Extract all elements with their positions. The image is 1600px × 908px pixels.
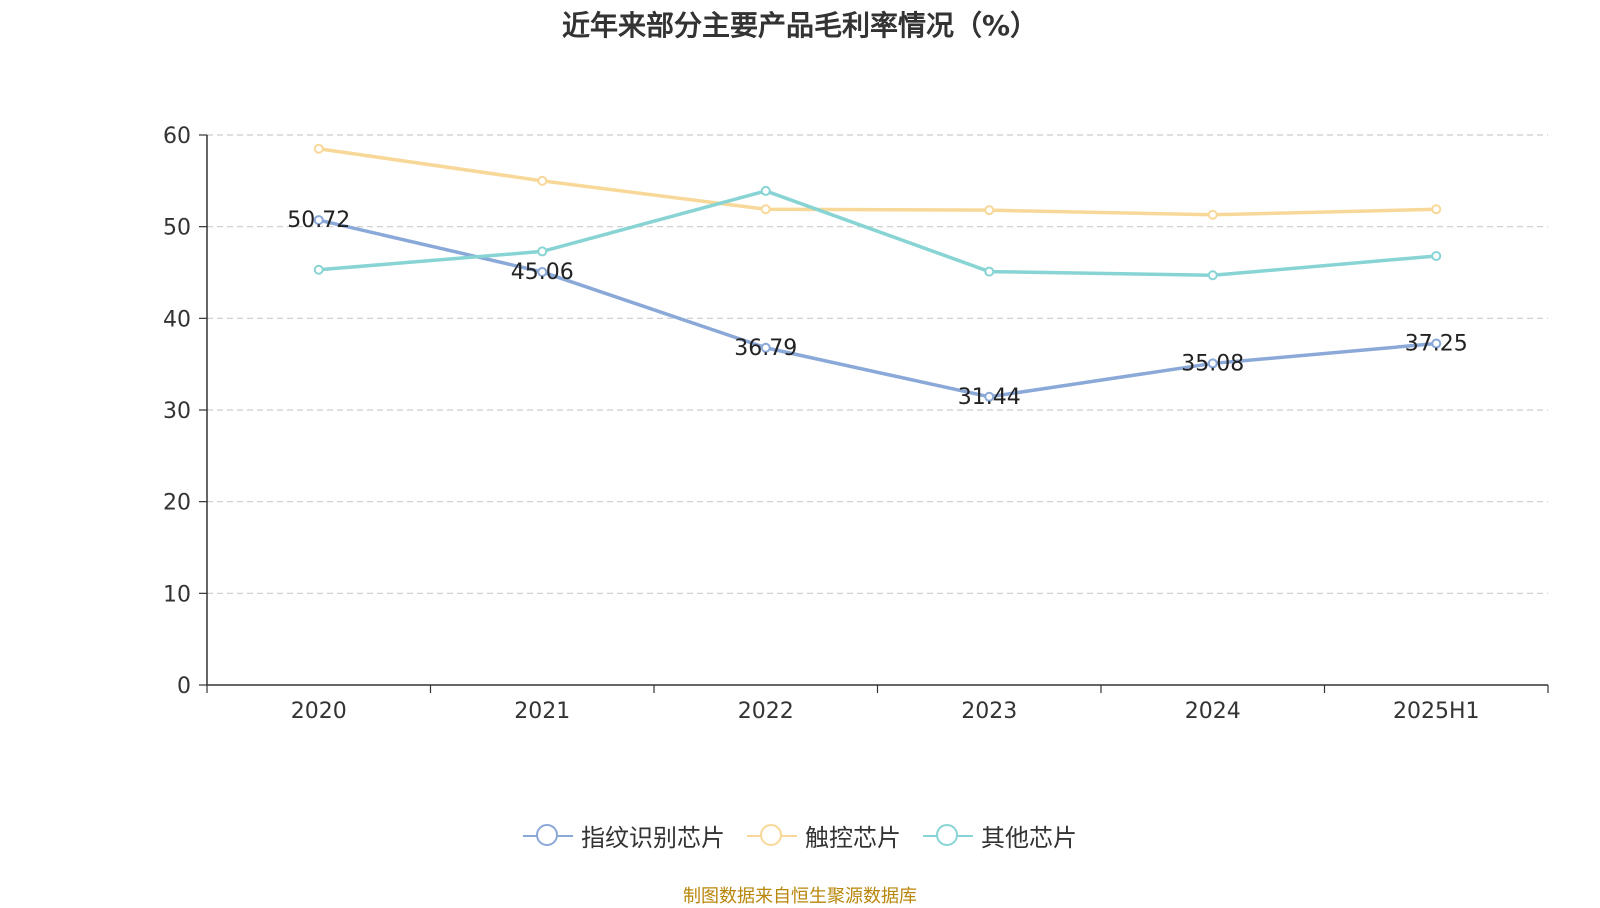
data-point xyxy=(1207,209,1218,220)
legend-label: 指纹识别芯片 xyxy=(581,824,725,852)
series-line xyxy=(318,218,1437,399)
data-point xyxy=(1431,204,1442,215)
chart-title: 近年来部分主要产品毛利率情况（%） xyxy=(561,9,1039,42)
data-point xyxy=(984,205,995,216)
x-tick-label: 2023 xyxy=(961,699,1017,724)
x-tick-label: 2022 xyxy=(738,699,794,724)
y-tick-label: 10 xyxy=(163,582,191,607)
data-label: 50.72 xyxy=(287,208,350,233)
y-tick-label: 0 xyxy=(177,674,191,699)
series-line xyxy=(318,189,1437,277)
data-point xyxy=(1207,358,1218,369)
legend-marker-icon xyxy=(923,822,973,850)
legend-item[interactable]: 指纹识别芯片 xyxy=(523,818,725,853)
data-label: 37.25 xyxy=(1405,332,1468,357)
data-point xyxy=(1207,270,1218,281)
legend-item[interactable]: 触控芯片 xyxy=(747,818,901,853)
y-tick-label: 30 xyxy=(163,399,191,424)
data-point xyxy=(313,143,324,154)
data-source-note: 制图数据来自恒生聚源数据库 xyxy=(683,886,917,907)
legend-item[interactable]: 其他芯片 xyxy=(923,818,1077,853)
x-tick-label: 2021 xyxy=(514,699,570,724)
data-point xyxy=(984,266,995,277)
y-tick-label: 40 xyxy=(163,307,191,332)
data-point xyxy=(760,342,771,353)
y-tick-label: 50 xyxy=(163,216,191,241)
data-point xyxy=(537,266,548,277)
data-point xyxy=(1431,338,1442,349)
x-tick-label: 2024 xyxy=(1185,699,1241,724)
data-point xyxy=(760,204,771,215)
data-label: 31.44 xyxy=(958,385,1021,410)
legend-marker-icon xyxy=(747,822,797,850)
legend-marker-icon xyxy=(523,822,573,850)
data-point xyxy=(313,215,324,226)
data-point xyxy=(313,264,324,275)
data-label: 45.06 xyxy=(511,260,574,285)
y-tick-label: 60 xyxy=(163,124,191,149)
legend: 指纹识别芯片 触控芯片 其他芯片 xyxy=(0,818,1600,853)
x-tick-label: 2025H1 xyxy=(1393,699,1480,724)
data-point xyxy=(984,391,995,402)
data-label: 36.79 xyxy=(734,336,797,361)
data-point xyxy=(537,175,548,186)
data-point xyxy=(760,185,771,196)
data-point xyxy=(1431,251,1442,261)
x-tick-label: 2020 xyxy=(291,699,347,724)
series-line xyxy=(318,147,1437,217)
y-tick-label: 20 xyxy=(163,491,191,516)
data-label: 35.08 xyxy=(1181,351,1244,376)
legend-label: 触控芯片 xyxy=(805,824,901,852)
legend-label: 其他芯片 xyxy=(981,824,1077,852)
data-point xyxy=(537,246,548,257)
